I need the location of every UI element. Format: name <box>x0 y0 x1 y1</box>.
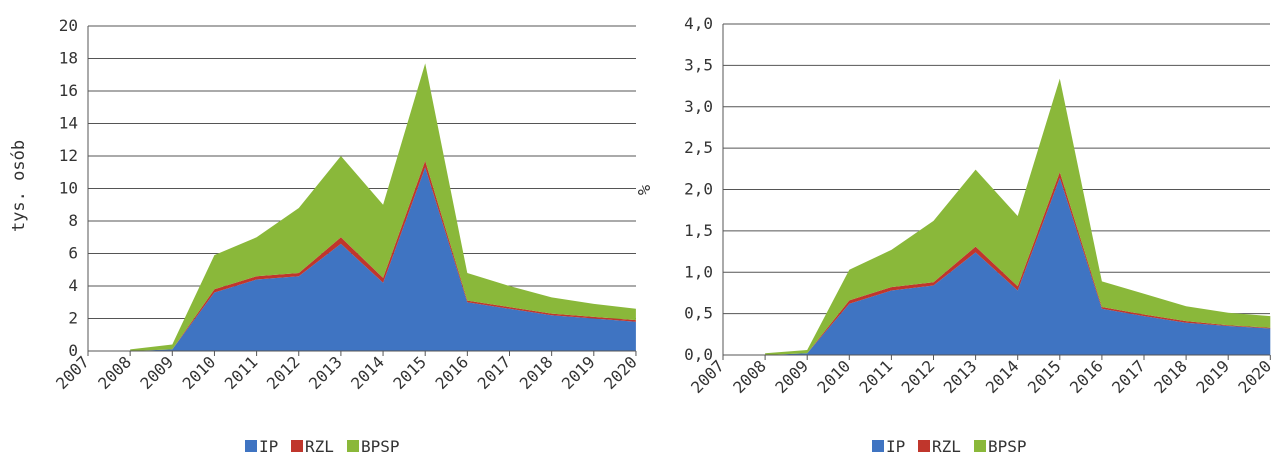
x-tick-label: 2018 <box>516 352 557 393</box>
x-tick-label: 2010 <box>813 356 854 397</box>
y-axis-title: % <box>635 185 655 195</box>
y-tick-label: 4,0 <box>684 14 713 33</box>
x-tick-label: 2017 <box>1108 356 1149 397</box>
x-tick-label: 2020 <box>600 352 641 393</box>
x-tick-label: 2008 <box>729 356 770 397</box>
legend-swatch-bpsp <box>974 440 986 452</box>
area-series-bpsp <box>765 78 1271 355</box>
legend-swatch-bpsp <box>347 440 359 452</box>
y-axis-title: tys. osób <box>9 140 29 232</box>
legend-swatch-rzl <box>918 440 930 452</box>
area-series-ip <box>130 167 636 351</box>
legend-label-bpsp: BPSP <box>988 437 1027 456</box>
x-tick-label: 2019 <box>1192 356 1233 397</box>
legend: IP RZL BPSP <box>245 437 400 456</box>
legend-swatch-rzl <box>291 440 303 452</box>
legend-label-rzl: RZL <box>932 437 961 456</box>
y-tick-label: 6 <box>68 244 78 263</box>
x-tick-label: 2019 <box>558 352 599 393</box>
y-tick-label: 1,0 <box>684 262 713 281</box>
x-tick-label: 2011 <box>856 356 897 397</box>
legend-swatch-ip <box>872 440 884 452</box>
x-tick-label: 2016 <box>431 352 472 393</box>
legend-swatch-ip <box>245 440 257 452</box>
y-tick-label: 4 <box>68 276 78 295</box>
y-tick-label: 18 <box>59 49 78 68</box>
y-tick-label: 3,5 <box>684 55 713 74</box>
y-tick-label: 8 <box>68 211 78 230</box>
x-tick-label: 2013 <box>305 352 346 393</box>
x-tick-label: 2007 <box>52 352 93 393</box>
x-tick-label: 2008 <box>94 352 135 393</box>
legend-label-bpsp: BPSP <box>361 437 400 456</box>
x-tick-label: 2018 <box>1150 356 1191 397</box>
legend: IP RZL BPSP <box>872 437 1027 456</box>
x-tick-label: 2020 <box>1234 356 1275 397</box>
legend-label-ip: IP <box>259 437 278 456</box>
y-tick-label: 12 <box>59 146 78 165</box>
legend-label-rzl: RZL <box>305 437 334 456</box>
y-tick-label: 0,5 <box>684 304 713 323</box>
y-tick-label: 20 <box>59 16 78 35</box>
y-tick-label: 2 <box>68 309 78 328</box>
y-tick-label: 1,5 <box>684 221 713 240</box>
x-tick-label: 2013 <box>940 356 981 397</box>
y-tick-label: 16 <box>59 81 78 100</box>
legend-label-ip: IP <box>886 437 905 456</box>
area-series-ip <box>765 177 1271 355</box>
y-tick-label: 10 <box>59 179 78 198</box>
y-tick-label: 14 <box>59 114 78 133</box>
y-tick-label: 0 <box>68 341 78 360</box>
x-tick-label: 2015 <box>389 352 430 393</box>
y-tick-label: 3,0 <box>684 97 713 116</box>
x-tick-label: 2011 <box>221 352 262 393</box>
x-tick-label: 2017 <box>474 352 515 393</box>
x-tick-label: 2014 <box>347 352 388 393</box>
x-tick-label: 2009 <box>771 356 812 397</box>
y-tick-label: 2,5 <box>684 138 713 157</box>
x-tick-label: 2015 <box>1024 356 1065 397</box>
y-tick-label: 0,0 <box>684 345 713 364</box>
x-tick-label: 2012 <box>898 356 939 397</box>
y-tick-label: 2,0 <box>684 180 713 199</box>
area-series-bpsp <box>130 63 636 352</box>
x-tick-label: 2014 <box>982 356 1023 397</box>
x-tick-label: 2010 <box>179 352 220 393</box>
x-tick-label: 2016 <box>1066 356 1107 397</box>
x-tick-label: 2009 <box>136 352 177 393</box>
x-tick-label: 2012 <box>263 352 304 393</box>
